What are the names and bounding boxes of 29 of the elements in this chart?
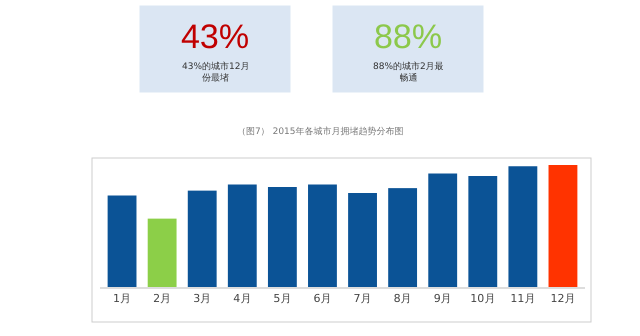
x-tick-label: 7月 — [354, 292, 372, 306]
x-tick-label: 8月 — [394, 292, 412, 306]
text: 43%的城市12月份最堵 — [182, 61, 250, 84]
x-tick-label: 10月 — [470, 292, 496, 306]
x-tick-label: 4月 — [233, 292, 252, 306]
bar — [188, 190, 217, 287]
x-tick-label: 2月 — [153, 292, 172, 306]
bar — [348, 193, 377, 287]
bar — [468, 176, 498, 287]
x-tick-label: 3月 — [193, 292, 212, 306]
x-tick-label: 11月 — [510, 292, 536, 306]
bar — [428, 174, 458, 287]
bar — [268, 186, 297, 287]
x-tick-label: 5月 — [273, 292, 292, 306]
bar — [108, 196, 136, 287]
x-tick-label: 6月 — [313, 292, 332, 306]
bar — [148, 218, 177, 287]
bar — [508, 166, 538, 287]
x-tick-label: 1月 — [113, 292, 132, 306]
x-tick-label: 9月 — [434, 292, 452, 306]
bar — [228, 184, 257, 287]
chart-title: （图7） 2015年各城市月拥堵趋势分布图 — [237, 126, 404, 137]
text: 88%的城市2月最畅通 — [373, 61, 444, 84]
bar — [388, 188, 418, 287]
text: 43% — [181, 18, 250, 56]
x-tick-label: 12月 — [550, 292, 576, 306]
bar — [308, 184, 337, 287]
bar — [548, 165, 578, 287]
text: 88% — [374, 18, 442, 56]
